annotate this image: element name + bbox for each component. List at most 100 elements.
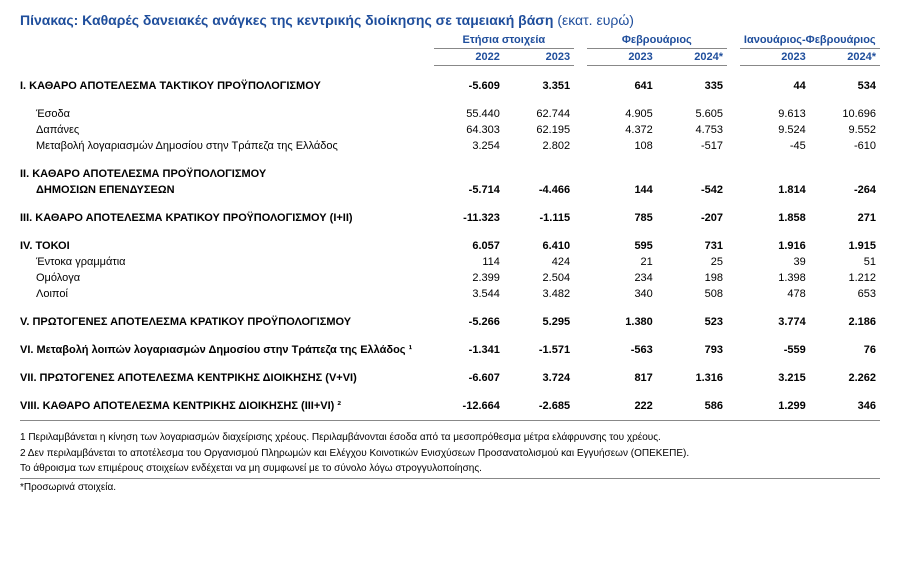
row-label: VIII. ΚΑΘΑΡΟ ΑΠΟΤΕΛΕΣΜΑ ΚΕΝΤΡΙΚΗΣ ΔΙΟΙΚΗ… xyxy=(20,398,434,414)
cell: 586 xyxy=(657,398,727,414)
footnote-separator xyxy=(20,420,880,421)
data-table: Ετήσια στοιχεία Φεβρουάριος Ιανουάριος-Φ… xyxy=(20,32,880,414)
spacer-row xyxy=(20,198,880,210)
col-group-annual: Ετήσια στοιχεία xyxy=(434,32,574,49)
cell: 340 xyxy=(587,286,657,302)
cell: 234 xyxy=(587,270,657,286)
spacer-row xyxy=(20,330,880,342)
table-row: I. ΚΑΘΑΡΟ ΑΠΟΤΕΛΕΣΜΑ ΤΑΚΤΙΚΟΥ ΠΡΟΫΠΟΛΟΓΙ… xyxy=(20,78,880,94)
cell: 653 xyxy=(810,286,880,302)
cell: 6.410 xyxy=(504,238,574,254)
spacer-row xyxy=(20,358,880,370)
footnote-2: 2 Δεν περιλαμβάνεται το αποτέλεσμα του Ο… xyxy=(20,447,880,461)
cell: 51 xyxy=(810,254,880,270)
footnote-star: *Προσωρινά στοιχεία. xyxy=(20,481,880,495)
cell: -4.466 xyxy=(504,182,574,198)
row-label: VII. ΠΡΩΤΟΓΕΝΕΣ ΑΠΟΤΕΛΕΣΜΑ ΚΕΝΤΡΙΚΗΣ ΔΙΟ… xyxy=(20,370,434,386)
cell: 10.696 xyxy=(810,106,880,122)
row-label: Μεταβολή λογαριασμών Δημοσίου στην Τράπε… xyxy=(20,138,434,154)
cell: -11.323 xyxy=(434,210,504,226)
cell: -5.266 xyxy=(434,314,504,330)
cell: -1.341 xyxy=(434,342,504,358)
cell: 44 xyxy=(740,78,810,94)
cell: 1.398 xyxy=(740,270,810,286)
spacer-row xyxy=(20,94,880,106)
cell: -6.607 xyxy=(434,370,504,386)
cell: 64.303 xyxy=(434,122,504,138)
cell: -5.609 xyxy=(434,78,504,94)
table-row: VII. ΠΡΩΤΟΓΕΝΕΣ ΑΠΟΤΕΛΕΣΜΑ ΚΕΝΤΡΙΚΗΣ ΔΙΟ… xyxy=(20,370,880,386)
cell: 3.544 xyxy=(434,286,504,302)
cell: 731 xyxy=(657,238,727,254)
cell: -517 xyxy=(657,138,727,154)
table-row: Έσοδα 55.440 62.744 4.905 5.605 9.613 10… xyxy=(20,106,880,122)
cell: 198 xyxy=(657,270,727,286)
cell: -45 xyxy=(740,138,810,154)
cell: -563 xyxy=(587,342,657,358)
col-year: 2024* xyxy=(657,49,727,66)
cell: 641 xyxy=(587,78,657,94)
table-row: Έντοκα γραμμάτια 114 424 21 25 39 51 xyxy=(20,254,880,270)
cell: 9.552 xyxy=(810,122,880,138)
row-label: Ομόλογα xyxy=(20,270,434,286)
col-year: 2023 xyxy=(587,49,657,66)
col-year: 2023 xyxy=(504,49,574,66)
cell: 346 xyxy=(810,398,880,414)
spacer-row xyxy=(20,302,880,314)
cell: 21 xyxy=(587,254,657,270)
cell: -559 xyxy=(740,342,810,358)
col-group-month: Φεβρουάριος xyxy=(587,32,727,49)
cell: 2.186 xyxy=(810,314,880,330)
cell: 523 xyxy=(657,314,727,330)
header-group-row: Ετήσια στοιχεία Φεβρουάριος Ιανουάριος-Φ… xyxy=(20,32,880,49)
cell: 1.316 xyxy=(657,370,727,386)
cell: 39 xyxy=(740,254,810,270)
row-label: V. ΠΡΩΤΟΓΕΝΕΣ ΑΠΟΤΕΛΕΣΜΑ ΚΡΑΤΙΚΟΥ ΠΡΟΫΠΟ… xyxy=(20,314,434,330)
cell: 1.380 xyxy=(587,314,657,330)
title-main: Πίνακας: Καθαρές δανειακές ανάγκες της κ… xyxy=(20,12,553,28)
cell: -610 xyxy=(810,138,880,154)
cell: 595 xyxy=(587,238,657,254)
cell: 3.482 xyxy=(504,286,574,302)
cell: 6.057 xyxy=(434,238,504,254)
cell: 3.215 xyxy=(740,370,810,386)
row-label: ΔΗΜΟΣΙΩΝ ΕΠΕΝΔΥΣΕΩΝ xyxy=(20,182,434,198)
table-row: III. ΚΑΘΑΡΟ ΑΠΟΤΕΛΕΣΜΑ ΚΡΑΤΙΚΟΥ ΠΡΟΫΠΟΛΟ… xyxy=(20,210,880,226)
cell: 1.916 xyxy=(740,238,810,254)
col-year: 2022 xyxy=(434,49,504,66)
cell: 62.744 xyxy=(504,106,574,122)
cell: 785 xyxy=(587,210,657,226)
row-label: IV. ΤΟΚΟΙ xyxy=(20,238,434,254)
footnote-1: 1 Περιλαμβάνεται η κίνηση των λογαριασμώ… xyxy=(20,431,880,445)
row-label: III. ΚΑΘΑΡΟ ΑΠΟΤΕΛΕΣΜΑ ΚΡΑΤΙΚΟΥ ΠΡΟΫΠΟΛΟ… xyxy=(20,210,434,226)
cell: 1.858 xyxy=(740,210,810,226)
cell: 222 xyxy=(587,398,657,414)
cell: 108 xyxy=(587,138,657,154)
row-label: II. ΚΑΘΑΡΟ ΑΠΟΤΕΛΕΣΜΑ ΠΡΟΫΠΟΛΟΓΙΣΜΟΥ xyxy=(20,166,434,182)
cell: 3.774 xyxy=(740,314,810,330)
cell: -264 xyxy=(810,182,880,198)
cell: 62.195 xyxy=(504,122,574,138)
cell: 817 xyxy=(587,370,657,386)
row-label: Έντοκα γραμμάτια xyxy=(20,254,434,270)
cell: 25 xyxy=(657,254,727,270)
col-year: 2023 xyxy=(740,49,810,66)
cell: -1.571 xyxy=(504,342,574,358)
cell: 3.254 xyxy=(434,138,504,154)
table-row: Μεταβολή λογαριασμών Δημοσίου στην Τράπε… xyxy=(20,138,880,154)
table-row: Λοιποί 3.544 3.482 340 508 478 653 xyxy=(20,286,880,302)
footnotes: 1 Περιλαμβάνεται η κίνηση των λογαριασμώ… xyxy=(20,431,880,494)
cell: 114 xyxy=(434,254,504,270)
col-group-ytd: Ιανουάριος-Φεβρουάριος xyxy=(740,32,880,49)
table-row: IV. ΤΟΚΟΙ 6.057 6.410 595 731 1.916 1.91… xyxy=(20,238,880,254)
cell: 1.299 xyxy=(740,398,810,414)
cell: 271 xyxy=(810,210,880,226)
table-row: Δαπάνες 64.303 62.195 4.372 4.753 9.524 … xyxy=(20,122,880,138)
row-label: I. ΚΑΘΑΡΟ ΑΠΟΤΕΛΕΣΜΑ ΤΑΚΤΙΚΟΥ ΠΡΟΫΠΟΛΟΓΙ… xyxy=(20,78,434,94)
cell: 1.915 xyxy=(810,238,880,254)
cell: 55.440 xyxy=(434,106,504,122)
table-row: V. ΠΡΩΤΟΓΕΝΕΣ ΑΠΟΤΕΛΕΣΜΑ ΚΡΑΤΙΚΟΥ ΠΡΟΫΠΟ… xyxy=(20,314,880,330)
cell: 144 xyxy=(587,182,657,198)
cell: -542 xyxy=(657,182,727,198)
row-label: Έσοδα xyxy=(20,106,434,122)
